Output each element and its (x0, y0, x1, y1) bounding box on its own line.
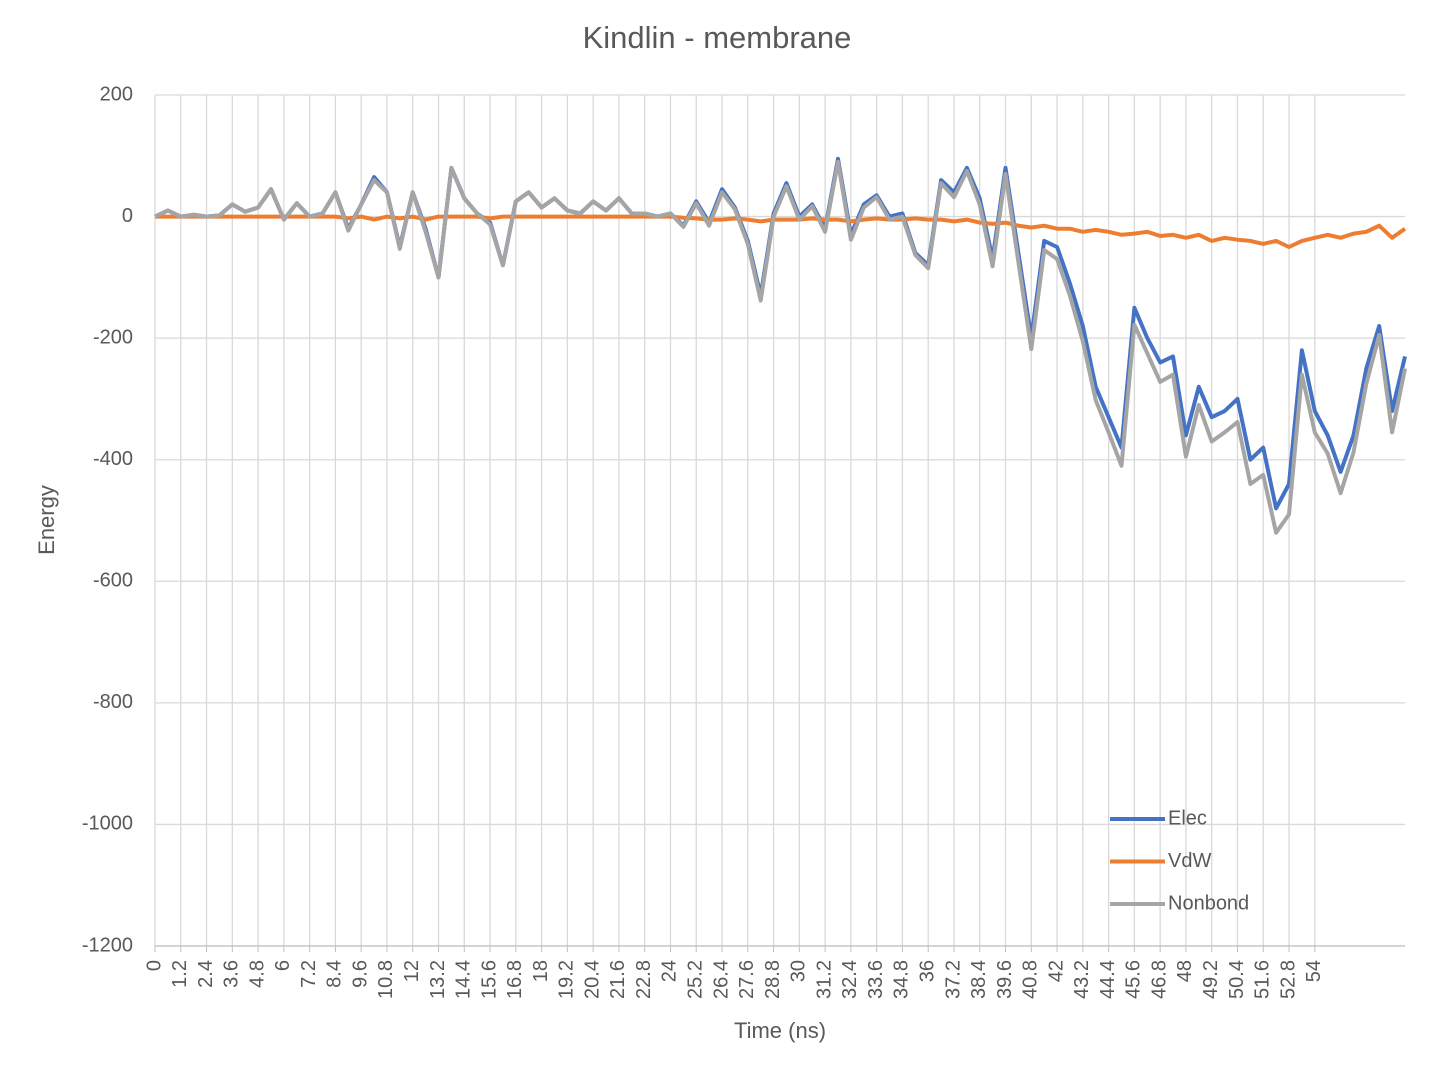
x-tick-label: 24 (659, 960, 681, 982)
y-tick-label: -1200 (82, 934, 133, 956)
x-tick-label: 9.6 (349, 960, 371, 988)
x-tick-label: 54 (1303, 960, 1325, 982)
x-tick-label: 28.8 (762, 960, 784, 999)
x-tick-label: 14.4 (453, 960, 475, 999)
legend-label: Elec (1168, 807, 1207, 829)
x-tick-label: 16.8 (504, 960, 526, 999)
x-tick-label: 3.6 (221, 960, 243, 988)
x-tick-label: 32.4 (839, 960, 861, 999)
x-tick-label: 36 (916, 960, 938, 982)
x-tick-label: 12 (401, 960, 423, 982)
x-tick-label: 21.6 (607, 960, 629, 999)
x-tick-label: 40.8 (1020, 960, 1042, 999)
x-tick-label: 46.8 (1148, 960, 1170, 999)
x-tick-label: 31.2 (813, 960, 835, 999)
x-tick-label: 42 (1045, 960, 1067, 982)
x-tick-label: 20.4 (581, 960, 603, 999)
y-tick-label: -400 (93, 448, 133, 470)
x-tick-label: 1.2 (169, 960, 191, 988)
data-line (154, 159, 1407, 535)
y-tick-label: -1000 (82, 813, 133, 835)
x-axis-title: Time (ns) (734, 1018, 826, 1043)
x-tick-label: 37.2 (942, 960, 964, 999)
x-tick-label: 33.6 (865, 960, 887, 999)
x-tick-label: 50.4 (1226, 960, 1248, 999)
x-tick-label: 52.8 (1277, 960, 1299, 999)
x-tick-label: 0 (143, 960, 165, 971)
y-axis-title: Energy (34, 485, 59, 555)
x-tick-label: 51.6 (1252, 960, 1274, 999)
x-tick-label: 8.4 (324, 960, 346, 988)
x-tick-label: 7.2 (298, 960, 320, 988)
y-tick-label: -200 (93, 326, 133, 348)
x-tick-label: 19.2 (556, 960, 578, 999)
x-tick-label: 49.2 (1200, 960, 1222, 999)
x-tick-label: 18 (530, 960, 552, 982)
x-tick-label: 45.6 (1123, 960, 1145, 999)
x-tick-label: 27.6 (736, 960, 758, 999)
x-tick-label: 2.4 (195, 960, 217, 988)
x-tick-label: 48 (1174, 960, 1196, 982)
x-tick-label: 6 (272, 960, 294, 971)
x-tick-label: 34.8 (891, 960, 913, 999)
x-tick-label: 38.4 (968, 960, 990, 999)
x-tick-label: 30 (788, 960, 810, 982)
legend-label: VdW (1168, 850, 1211, 872)
x-tick-label: 13.2 (427, 960, 449, 999)
y-tick-label: -600 (93, 570, 133, 592)
x-tick-label: 4.8 (246, 960, 268, 988)
legend-label: Nonbond (1168, 892, 1249, 914)
x-tick-label: 43.2 (1071, 960, 1093, 999)
x-tick-label: 25.2 (685, 960, 707, 999)
y-tick-label: -800 (93, 691, 133, 713)
chart-title: Kindlin - membrane (583, 20, 852, 55)
x-tick-label: 39.6 (994, 960, 1016, 999)
x-tick-label: 22.8 (633, 960, 655, 999)
data-line (155, 214, 1407, 249)
x-tick-label: 15.6 (478, 960, 500, 999)
y-tick-label: 200 (100, 83, 133, 105)
x-tick-label: 10.8 (375, 960, 397, 999)
x-tick-label: 26.4 (710, 960, 732, 999)
y-tick-label: 0 (122, 205, 133, 227)
x-tick-label: 44.4 (1097, 960, 1119, 999)
